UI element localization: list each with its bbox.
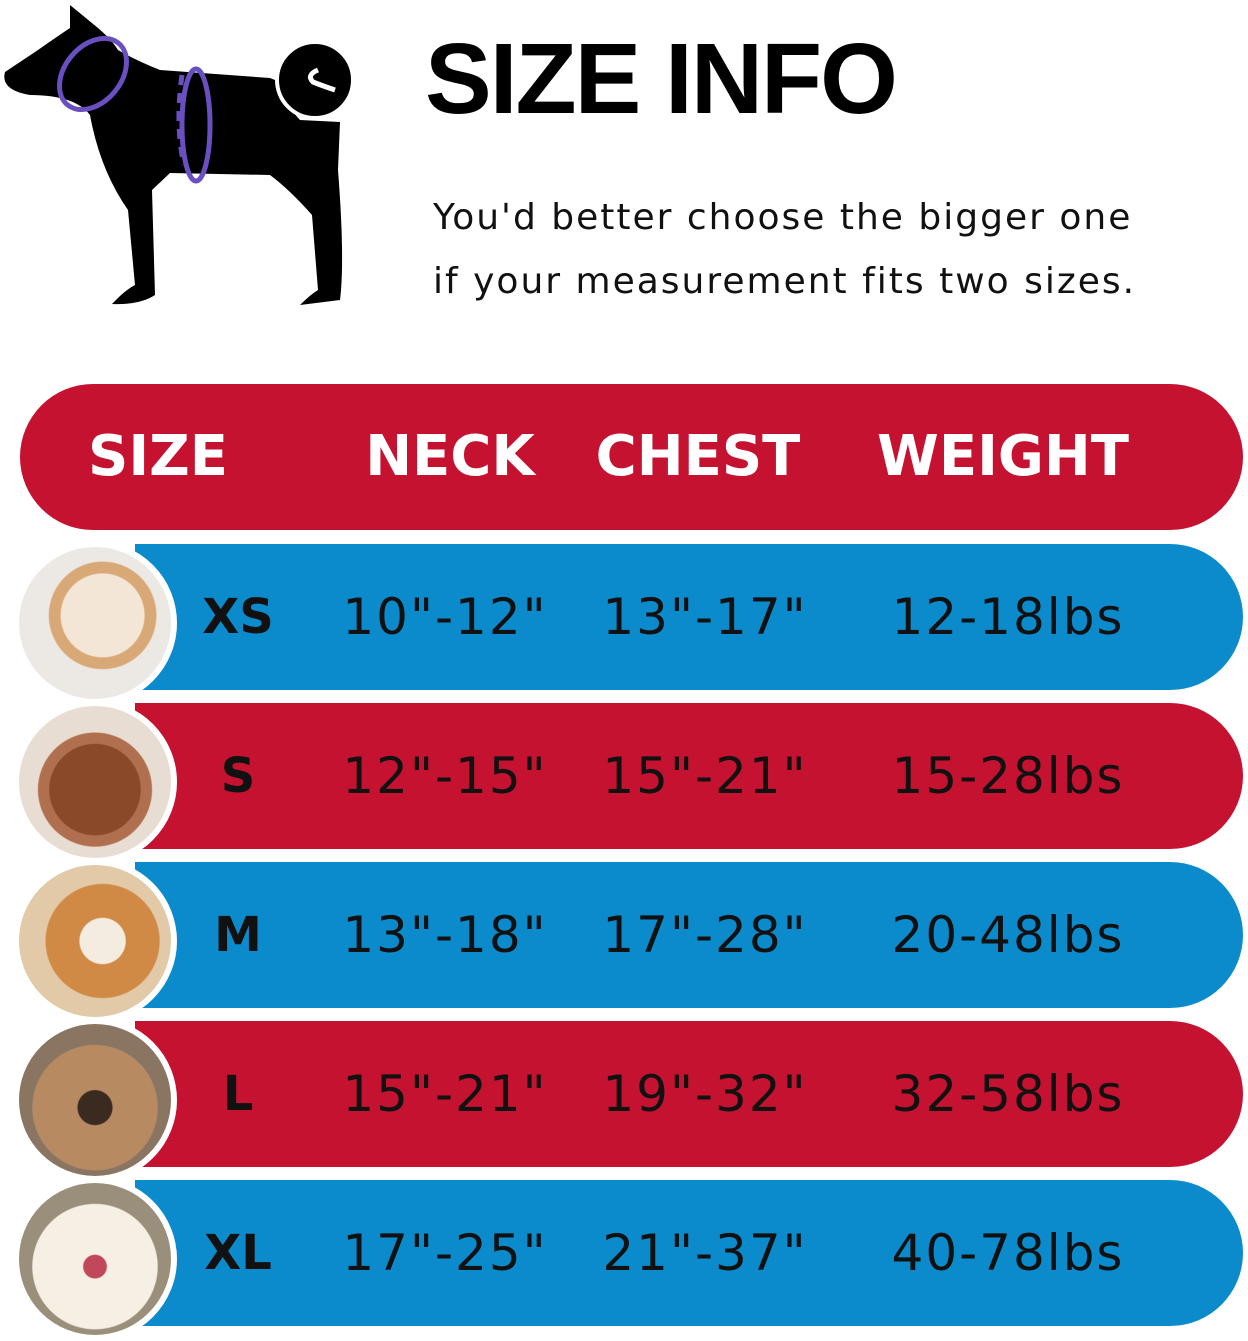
header-weight: WEIGHT (877, 424, 1129, 489)
note-line-1: You'd better choose the bigger one (433, 197, 1133, 238)
table-row: S 12"-15" 15"-21" 15-28lbs (13, 700, 1243, 864)
size-note: You'd better choose the bigger one if yo… (433, 186, 1136, 314)
cell-weight: 15-28lbs (891, 747, 1125, 805)
table-row: XL 17"-25" 21"-37" 40-78lbs (13, 1177, 1243, 1341)
cell-neck: 13"-18" (342, 906, 548, 964)
cell-neck: 15"-21" (342, 1065, 548, 1123)
cell-neck: 10"-12" (342, 588, 548, 646)
cell-weight: 20-48lbs (891, 906, 1125, 964)
table-row: L 15"-21" 19"-32" 32-58lbs (13, 1018, 1243, 1182)
note-line-2: if your measurement fits two sizes. (433, 261, 1137, 302)
page-title: SIZE INFO (425, 23, 898, 135)
cell-size: XS (202, 589, 274, 645)
dog-photo-poodle (13, 700, 177, 864)
header-size: SIZE (87, 424, 229, 489)
cell-chest: 17"-28" (602, 906, 808, 964)
table-row: XS 10"-12" 13"-17" 12-18lbs (13, 541, 1243, 705)
cell-weight: 40-78lbs (891, 1224, 1125, 1282)
cell-chest: 13"-17" (602, 588, 808, 646)
header-chest: CHEST (595, 424, 801, 489)
cell-weight: 32-58lbs (891, 1065, 1125, 1123)
cell-neck: 12"-15" (342, 747, 548, 805)
table-row: M 13"-18" 17"-28" 20-48lbs (13, 859, 1243, 1023)
dog-photo-french-bulldog (13, 1018, 177, 1182)
dog-measurement-illustration (4, 5, 355, 305)
cell-chest: 19"-32" (602, 1065, 808, 1123)
cell-size: XL (204, 1225, 272, 1281)
cell-size: S (220, 748, 256, 804)
table-header: SIZE NECK CHEST WEIGHT (20, 384, 1243, 530)
header-neck: NECK (365, 424, 535, 489)
dog-photo-pomeranian (13, 541, 177, 705)
cell-chest: 15"-21" (602, 747, 808, 805)
cell-size: L (222, 1066, 254, 1122)
cell-neck: 17"-25" (342, 1224, 548, 1282)
cell-size: M (214, 907, 262, 963)
cell-weight: 12-18lbs (891, 588, 1125, 646)
dog-photo-labrador (13, 1177, 177, 1341)
dog-photo-shiba-inu (13, 859, 177, 1023)
cell-chest: 21"-37" (602, 1224, 808, 1282)
